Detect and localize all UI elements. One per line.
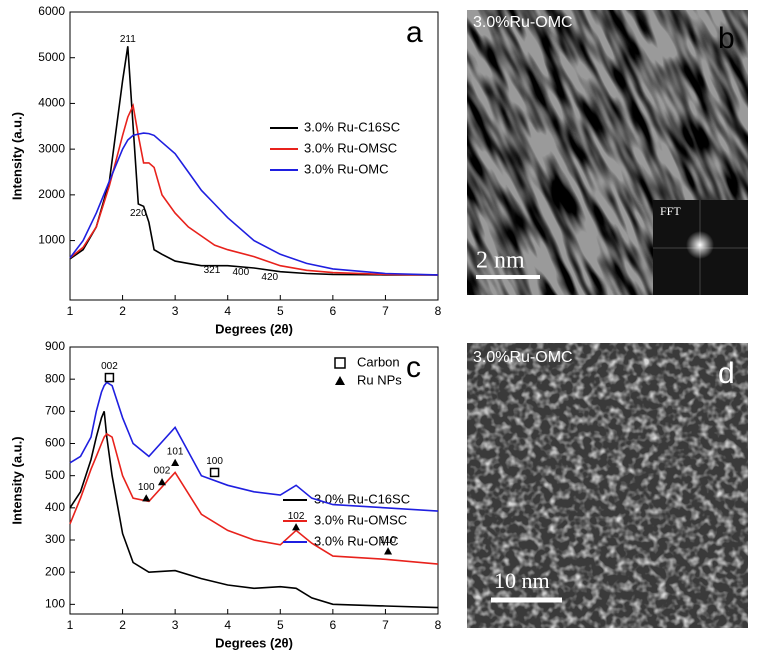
marker-triangle: [158, 478, 166, 486]
series-line: [69, 381, 439, 512]
x-tick-label: 3: [172, 304, 179, 318]
scale-label: 10 nm: [494, 568, 550, 593]
marker-triangle: [335, 376, 345, 385]
annotation: 420: [261, 272, 278, 283]
y-tick-label: 5000: [38, 50, 65, 64]
x-tick-label: 1: [67, 304, 74, 318]
image-label: 3.0%Ru-OMC: [473, 14, 573, 31]
marker-triangle: [384, 547, 393, 555]
x-axis-title: Degrees (2θ): [215, 635, 293, 650]
y-tick-label: 100: [45, 597, 65, 611]
marker-square: [209, 467, 220, 478]
annotation: 110: [380, 535, 396, 546]
panel-letter: b: [718, 22, 735, 55]
legend-label: 3.0% Ru-C16SC: [314, 491, 410, 506]
series-line: [69, 103, 439, 276]
marker-triangle: [171, 458, 180, 467]
x-tick-label: 5: [277, 618, 284, 632]
x-tick-label: 2: [119, 618, 126, 632]
annotation: 211: [120, 34, 136, 45]
x-tick-label: 5: [277, 304, 284, 318]
y-tick-label: 4000: [38, 96, 65, 110]
annotation: 102: [288, 511, 305, 522]
annotation: 101: [167, 446, 184, 457]
marker-triangle: [142, 494, 151, 502]
annotation: 220: [130, 208, 147, 219]
x-tick-label: 2: [119, 304, 126, 318]
legend-label: 3.0% Ru-OMSC: [314, 512, 407, 527]
y-tick-label: 400: [45, 500, 65, 514]
annotation: 100: [138, 482, 155, 493]
scale-label: 2 nm: [476, 248, 525, 274]
y-axis-title: Intensity (a.u.): [9, 436, 24, 524]
legend-label: 3.0% Ru-OMSC: [304, 140, 397, 155]
series-line: [69, 410, 439, 609]
panel-letter: c: [406, 351, 421, 384]
plot-frame: [69, 346, 439, 615]
legend-label: Ru NPs: [357, 372, 402, 387]
annotation: 002: [154, 466, 171, 477]
y-tick-label: 900: [45, 339, 65, 353]
x-tick-label: 4: [224, 304, 231, 318]
marker-triangle: [292, 523, 301, 531]
x-tick-label: 1: [67, 618, 74, 632]
y-tick-label: 700: [45, 404, 65, 418]
annotation: 400: [233, 267, 250, 278]
y-tick-label: 3000: [38, 141, 65, 155]
y-axis-title: Intensity (a.u.): [9, 112, 24, 200]
y-tick-label: 800: [45, 371, 65, 385]
panel-letter: a: [406, 16, 423, 49]
marker-square: [334, 357, 346, 369]
x-tick-label: 8: [435, 304, 442, 318]
y-tick-label: 1000: [38, 233, 65, 247]
legend-label: 3.0% Ru-OMC: [304, 161, 389, 176]
y-tick-label: 200: [45, 564, 65, 578]
x-tick-label: 3: [172, 618, 179, 632]
y-tick-label: 600: [45, 436, 65, 450]
image-label: 3.0%Ru-OMC: [473, 349, 573, 366]
x-tick-label: 6: [330, 618, 337, 632]
series-line: [69, 132, 439, 276]
x-axis-title: Degrees (2θ): [215, 321, 293, 336]
legend-label: 3.0% Ru-C16SC: [304, 119, 400, 134]
series-line: [69, 46, 438, 276]
annotation: 002: [101, 361, 118, 372]
panel-letter: d: [718, 357, 735, 390]
marker-square: [104, 372, 115, 383]
annotation: 321: [204, 265, 221, 276]
x-tick-label: 8: [435, 618, 442, 632]
x-tick-label: 7: [382, 618, 389, 632]
x-tick-label: 7: [382, 304, 389, 318]
y-tick-label: 300: [45, 532, 65, 546]
legend-label: Carbon: [357, 354, 400, 369]
legend-label: 3.0% Ru-OMC: [314, 533, 399, 548]
series-line: [69, 432, 439, 565]
y-tick-label: 2000: [38, 187, 65, 201]
x-tick-label: 6: [330, 304, 337, 318]
plot-frame: [69, 11, 439, 301]
y-tick-label: 6000: [38, 4, 65, 18]
y-tick-label: 500: [45, 468, 65, 482]
annotation: 100: [206, 456, 223, 467]
x-tick-label: 4: [224, 618, 231, 632]
inset-label: FFT: [660, 204, 681, 218]
